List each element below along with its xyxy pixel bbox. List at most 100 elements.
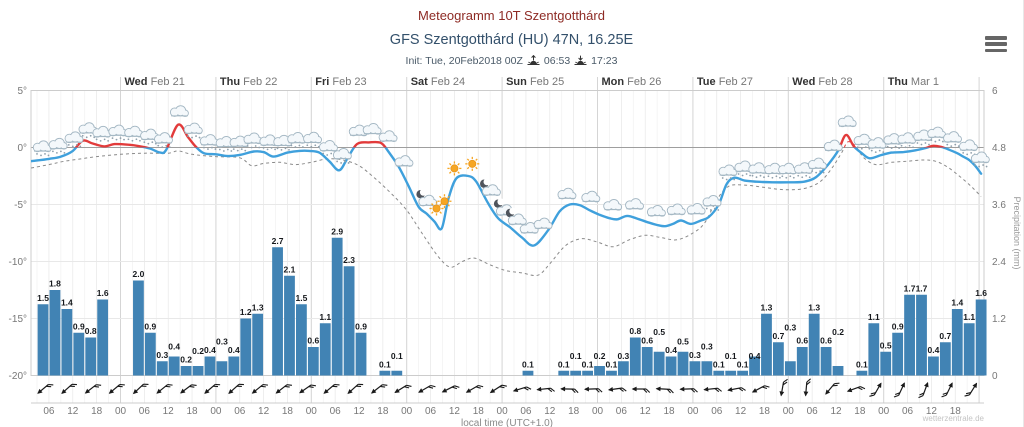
chart-context-menu-button[interactable]: [985, 36, 1007, 52]
snow-cloud-icon: [124, 125, 144, 142]
snow-cloud-icon: [807, 157, 827, 174]
time-label: 18: [950, 406, 962, 417]
precip-value: 0.2: [832, 327, 844, 337]
precip-bar: [144, 332, 156, 376]
sun-icon: [465, 156, 480, 171]
wind-barb-icon: [489, 384, 507, 394]
temperature-line: [31, 123, 983, 247]
precip-bar: [594, 366, 605, 376]
precip-bar: [168, 356, 180, 376]
precip-value: 0.6: [796, 336, 808, 346]
wind-barb-icon: [347, 383, 364, 395]
sun-icon: [447, 161, 462, 176]
precip-bar: [880, 351, 892, 376]
snow-cloud-icon: [243, 132, 263, 149]
time-label: 06: [43, 406, 55, 417]
temp-axis-tick: -5°: [14, 200, 27, 211]
precip-value: 1.7: [904, 283, 916, 293]
precip-bar: [216, 361, 228, 376]
snow-cloud-icon: [734, 160, 754, 177]
time-label: 12: [735, 406, 747, 417]
day-label: Fri Feb 23: [315, 76, 366, 88]
wind-barb-icon: [370, 384, 388, 394]
wind-barb-icon: [825, 382, 840, 395]
precip-value: 0.1: [606, 359, 618, 369]
precip-value: 0.9: [355, 321, 367, 331]
time-label: 12: [449, 406, 461, 417]
cloud-icon: [823, 139, 843, 152]
precip-bar: [192, 366, 204, 376]
precip-value: 1.7: [916, 283, 928, 293]
precip-value: 0.4: [665, 345, 677, 355]
snow-cloud-icon: [64, 131, 84, 148]
precip-value: 0.5: [880, 340, 892, 350]
moon-cloud-icon: [505, 207, 527, 226]
precip-value: 0.4: [749, 351, 761, 361]
snow-cloud-icon: [48, 137, 68, 154]
precip-value: 2.1: [284, 264, 296, 274]
precip-value: 1.6: [975, 288, 987, 298]
precip-bar: [951, 309, 963, 376]
precip-value: 0.3: [784, 322, 796, 332]
wind-barb-icon: [156, 384, 173, 394]
precip-value: 0.3: [689, 350, 701, 360]
moon-cloud-icon: [416, 188, 438, 207]
precip-value: 0.3: [617, 351, 629, 361]
cloud-icon: [378, 130, 398, 142]
wind-barb-icon: [418, 384, 436, 393]
wind-barb-icon: [727, 387, 746, 392]
precip-bar: [808, 313, 820, 376]
precip-bar: [180, 366, 192, 376]
time-label: 00: [401, 406, 413, 417]
cloud-icon: [362, 122, 382, 135]
precip-value: 1.5: [295, 293, 307, 303]
precip-bar: [307, 347, 319, 376]
wind-barb-icon: [61, 383, 77, 395]
wind-barb-icon: [893, 382, 905, 398]
cloud-icon: [603, 198, 623, 211]
precip-axis-tick: 2.4: [992, 257, 1006, 268]
wind-barb-icon: [37, 383, 54, 394]
precip-bar: [606, 370, 617, 376]
snow-cloud-icon: [319, 139, 338, 156]
precip-value: 1.1: [319, 312, 331, 322]
time-label: 12: [67, 406, 79, 417]
precip-bar: [963, 323, 975, 376]
wind-barb-icon: [441, 385, 460, 393]
day-label: Tue Feb 27: [697, 76, 753, 88]
time-label: 06: [425, 406, 437, 417]
precip-value: 0.7: [939, 331, 951, 341]
moon-cloud-icon: [480, 178, 501, 196]
wind-barb-icon: [779, 378, 788, 397]
time-label: 00: [783, 406, 795, 417]
wind-barb-icon: [607, 386, 627, 392]
precip-bar: [892, 332, 904, 376]
precip-bar: [617, 361, 629, 376]
watermark: wetterzentrale.de: [922, 414, 985, 423]
wind-barb-icon: [560, 386, 579, 394]
precip-value: 0.3: [216, 337, 228, 347]
precip-value: 2.0: [133, 269, 145, 279]
precip-bar: [713, 370, 725, 376]
precip-bar: [665, 356, 677, 376]
precip-value: 1.8: [49, 279, 61, 289]
precip-value: 1.6: [97, 288, 109, 298]
snow-cloud-icon: [287, 131, 307, 148]
precip-value: 0.2: [192, 346, 204, 356]
precip-axis-tick: 6: [992, 86, 998, 97]
wind-barb-icon: [299, 384, 317, 394]
wind-barb-icon: [132, 383, 149, 395]
day-label: Wed Feb 21: [125, 76, 185, 88]
precip-value: 1.3: [761, 302, 773, 312]
precip-value: 0.4: [928, 345, 940, 355]
axis-labels: 5° 0° -5° -10° -15° -20° 6 4.8 3.6 2.4 1.2 0 Precipi…: [9, 86, 1022, 382]
day-label: Sat Feb 24: [411, 76, 465, 88]
precip-bar: [582, 370, 593, 376]
day-label: Mon Feb 26: [602, 76, 662, 88]
precip-bar: [240, 318, 252, 376]
cloud-icon: [533, 217, 553, 230]
precip-value: 1.1: [963, 312, 975, 322]
precip-bar: [975, 299, 987, 376]
wind-barb-icon: [323, 383, 340, 394]
